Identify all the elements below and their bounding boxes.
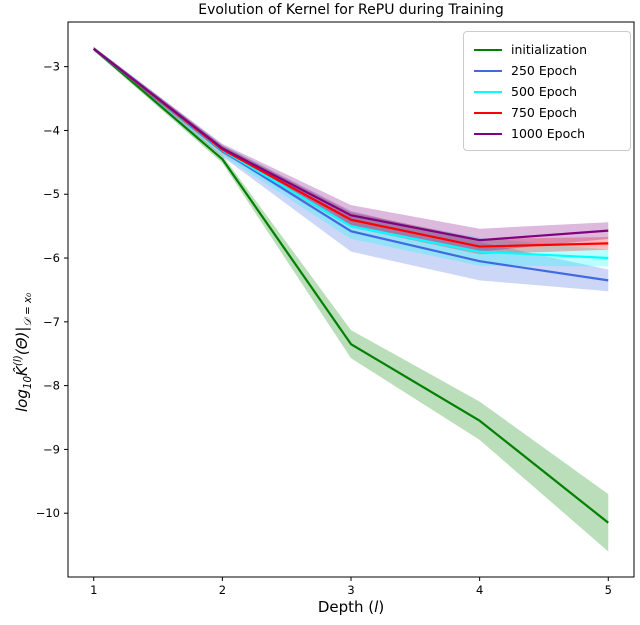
svg-text:1: 1 — [90, 583, 97, 597]
legend-line-1000-epoch-icon — [474, 132, 502, 135]
svg-text:−6: −6 — [43, 251, 60, 265]
legend-line-500-epoch-icon — [474, 90, 502, 93]
svg-text:2: 2 — [219, 583, 226, 597]
legend-item-250-epoch: 250 Epoch — [474, 60, 620, 81]
svg-text:−10: −10 — [36, 506, 60, 520]
svg-text:−8: −8 — [43, 379, 60, 393]
svg-text:4: 4 — [476, 583, 483, 597]
band-initialization — [93, 46, 609, 552]
band-epoch-500 — [93, 46, 609, 267]
legend-item-750-epoch: 750 Epoch — [474, 102, 620, 123]
legend-line-initialization-icon — [474, 48, 502, 51]
legend: initialization 250 Epoch 500 Epoch 750 E… — [463, 31, 631, 151]
legend-item-initialization: initialization — [474, 39, 620, 60]
chart-title: Evolution of Kernel for RePU during Trai… — [198, 2, 504, 18]
band-epoch-250 — [93, 46, 609, 292]
svg-text:−3: −3 — [43, 60, 60, 74]
legend-line-750-epoch-icon — [474, 111, 502, 114]
svg-text:−9: −9 — [43, 442, 60, 456]
line-epoch-1000 — [93, 47, 609, 242]
legend-line-250-epoch-icon — [474, 69, 502, 72]
svg-text:3: 3 — [347, 583, 354, 597]
line-initialization — [93, 47, 609, 524]
band-epoch-750 — [93, 46, 609, 255]
y-axis-label: log10K̂(l)(Θ)|𝒟 = x₀ — [12, 292, 34, 412]
svg-text:−4: −4 — [43, 123, 60, 137]
x-axis-label: Depth (l) — [317, 598, 385, 616]
svg-text:5: 5 — [605, 583, 612, 597]
svg-text:−5: −5 — [43, 187, 60, 201]
legend-item-500-epoch: 500 Epoch — [474, 81, 620, 102]
legend-item-1000-epoch: 1000 Epoch — [474, 123, 620, 144]
band-epoch-1000 — [93, 46, 609, 252]
svg-text:−7: −7 — [43, 315, 60, 329]
